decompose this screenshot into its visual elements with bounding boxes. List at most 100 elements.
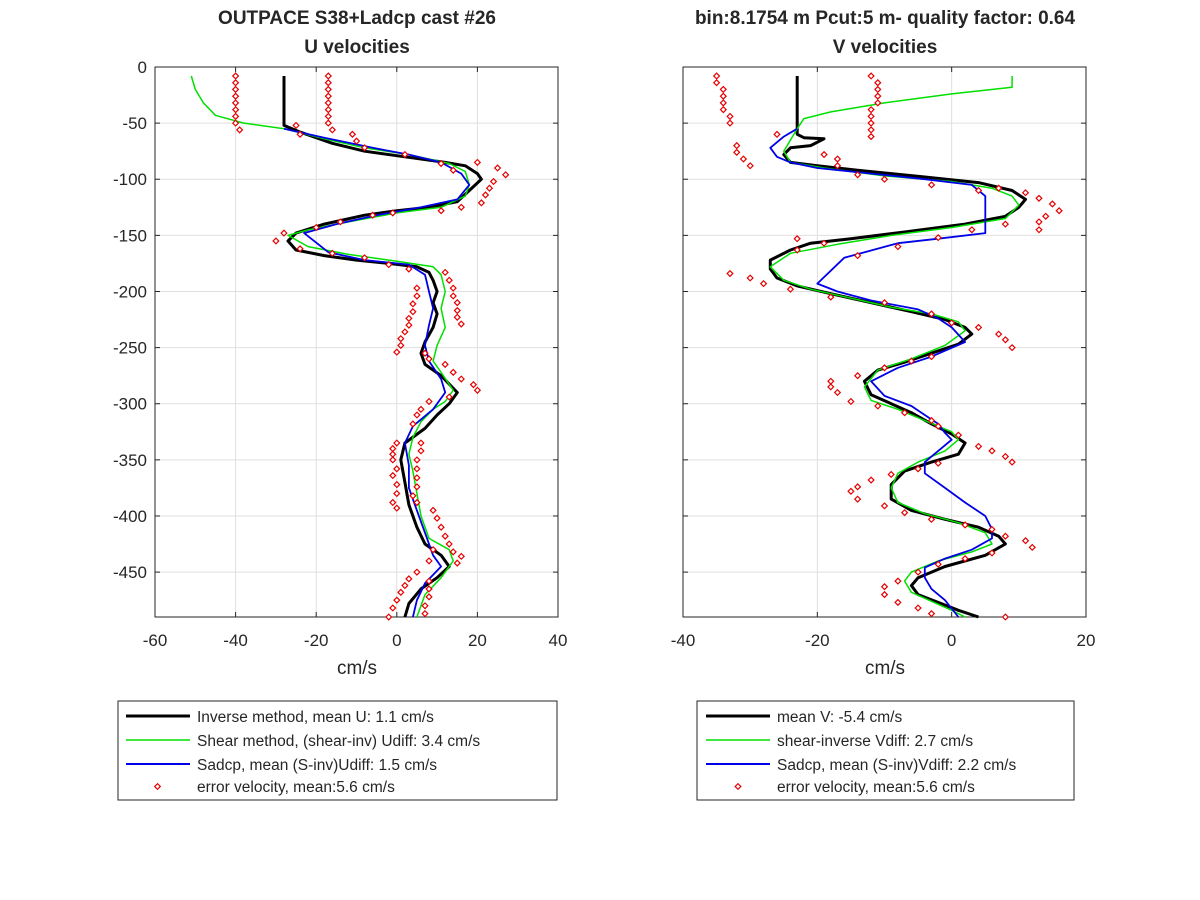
u-error-velocity-point (437, 207, 445, 215)
u-error-velocity-point (485, 184, 494, 192)
u-error-velocity-point (429, 506, 437, 515)
u-error-velocity-point (425, 355, 433, 363)
u-error-velocity-point (393, 439, 401, 447)
u-error-velocity-point (401, 581, 409, 590)
v-error-velocity-point (867, 476, 875, 484)
v-error-velocity-point (954, 431, 963, 439)
u-error-velocity-point (348, 130, 357, 138)
u-error-velocity-point (429, 545, 437, 554)
v-x-axis-label: cm/s (865, 658, 905, 679)
u-error-velocity-point (328, 126, 337, 134)
u-error-velocity-point (445, 276, 453, 284)
v-error-velocity-point (827, 383, 835, 391)
u-y-tick-label--100: -100 (113, 170, 147, 189)
u-error-velocity-point (417, 439, 425, 447)
v-error-velocity-point (880, 364, 889, 372)
u-error-velocity-point (397, 588, 405, 597)
u-legend-error-swatch (153, 782, 162, 791)
u-error-velocity-point (231, 79, 240, 87)
u-error-velocity-point (231, 85, 240, 94)
v-error-velocity-point (1021, 537, 1030, 545)
v-x-tick-label--20: -20 (805, 631, 830, 650)
u-error-velocity-point (421, 602, 429, 610)
u-y-tick-label--300: -300 (113, 395, 147, 414)
u-error-velocity-point (324, 85, 332, 94)
v-error-velocity-point (833, 388, 842, 397)
u-error-velocity-point (425, 585, 433, 593)
v-error-velocity-point (974, 442, 983, 451)
u-error-velocity-point (231, 105, 240, 114)
v-x-tick-label--40: -40 (671, 631, 696, 650)
v-error-velocity-point (894, 577, 902, 585)
v-error-velocity-point (907, 357, 916, 365)
v-legend-inverse-label: mean V: -5.4 cm/s (777, 709, 902, 726)
v-error-velocity-point (853, 495, 862, 503)
u-error-velocity-point (405, 265, 413, 273)
u-error-velocity-point (413, 292, 421, 300)
u-error-velocity-point (231, 72, 240, 80)
v-error-velocity-point (1001, 336, 1010, 344)
u-y-tick-label--400: -400 (113, 507, 147, 526)
v-error-velocity-point (746, 274, 754, 282)
u-error-velocity-point (393, 489, 401, 498)
v-error-velocity-point (874, 92, 882, 100)
u-plot-frame (154, 66, 559, 618)
u-error-velocity-point (409, 300, 417, 308)
u-legend-sadcp-label: Sadcp, mean (S-inv)Udiff: 1.5 cm/s (197, 757, 437, 774)
u-error-velocity-point (413, 483, 421, 491)
u-x-tick-label--40: -40 (223, 631, 248, 650)
u-inverse-method-line (282, 76, 483, 618)
v-error-velocity-point (867, 132, 875, 141)
u-error-velocity-point (481, 191, 490, 199)
u-error-velocity-point (328, 249, 336, 258)
v-x-tick-label-20: 20 (1077, 631, 1096, 650)
v-error-velocity-point (820, 150, 828, 159)
u-plot-area (190, 72, 510, 621)
u-error-velocity-point (425, 397, 433, 406)
u-error-velocity-point (280, 229, 288, 237)
v-legend-error-swatch (734, 782, 742, 791)
u-error-velocity-point (405, 575, 413, 583)
u-error-velocity-point (453, 559, 461, 567)
u-y-tick-label-0: 0 (138, 58, 147, 77)
u-error-velocity-point (385, 613, 393, 621)
v-error-velocity-point (759, 279, 768, 288)
u-error-velocity-point (441, 360, 449, 369)
v-error-velocity-point (867, 126, 875, 134)
u-y-tick-label--150: -150 (113, 226, 147, 245)
u-error-velocity-point (231, 112, 240, 121)
u-error-velocity-point (413, 284, 421, 292)
v-error-velocity-point (914, 604, 922, 612)
v-error-velocity-point (847, 397, 855, 406)
v-velocity-panel: bin:8.1754 m Pcut:5 m- quality factor: 0… (671, 8, 1096, 801)
v-error-velocity-point (927, 352, 936, 361)
v-error-velocity-point (927, 181, 936, 189)
u-y-tick-label--450: -450 (113, 563, 147, 582)
v-error-velocity-point (874, 99, 882, 107)
u-error-velocity-point (453, 306, 461, 315)
v-error-velocity-point (726, 269, 734, 278)
v-error-velocity-point (853, 171, 862, 179)
u-grid (155, 67, 558, 617)
u-error-velocity-point (449, 166, 457, 174)
u-error-velocity-point (393, 504, 401, 512)
u-error-velocity-point (272, 237, 280, 245)
v-error-velocity-point (894, 598, 902, 607)
v-error-velocity-point (867, 112, 875, 121)
v-error-velocity-point (887, 470, 895, 479)
v-error-velocity-point (827, 377, 835, 385)
u-error-velocity-point (457, 203, 465, 211)
v-error-velocity-point (833, 155, 842, 163)
v-error-velocity-point (927, 310, 936, 318)
u-error-velocity-point (385, 260, 393, 269)
u-legend: Inverse method, mean U: 1.1 cm/s Shear m… (117, 700, 558, 801)
u-sadcp-line (283, 127, 471, 618)
v-error-velocity-point (712, 79, 721, 87)
u-error-velocity-markers (231, 72, 510, 621)
u-error-velocity-point (413, 498, 421, 507)
v-error-velocity-point (853, 483, 862, 491)
v-error-velocity-point (1035, 194, 1043, 202)
u-error-velocity-point (389, 450, 397, 458)
u-error-velocity-point (401, 150, 409, 159)
